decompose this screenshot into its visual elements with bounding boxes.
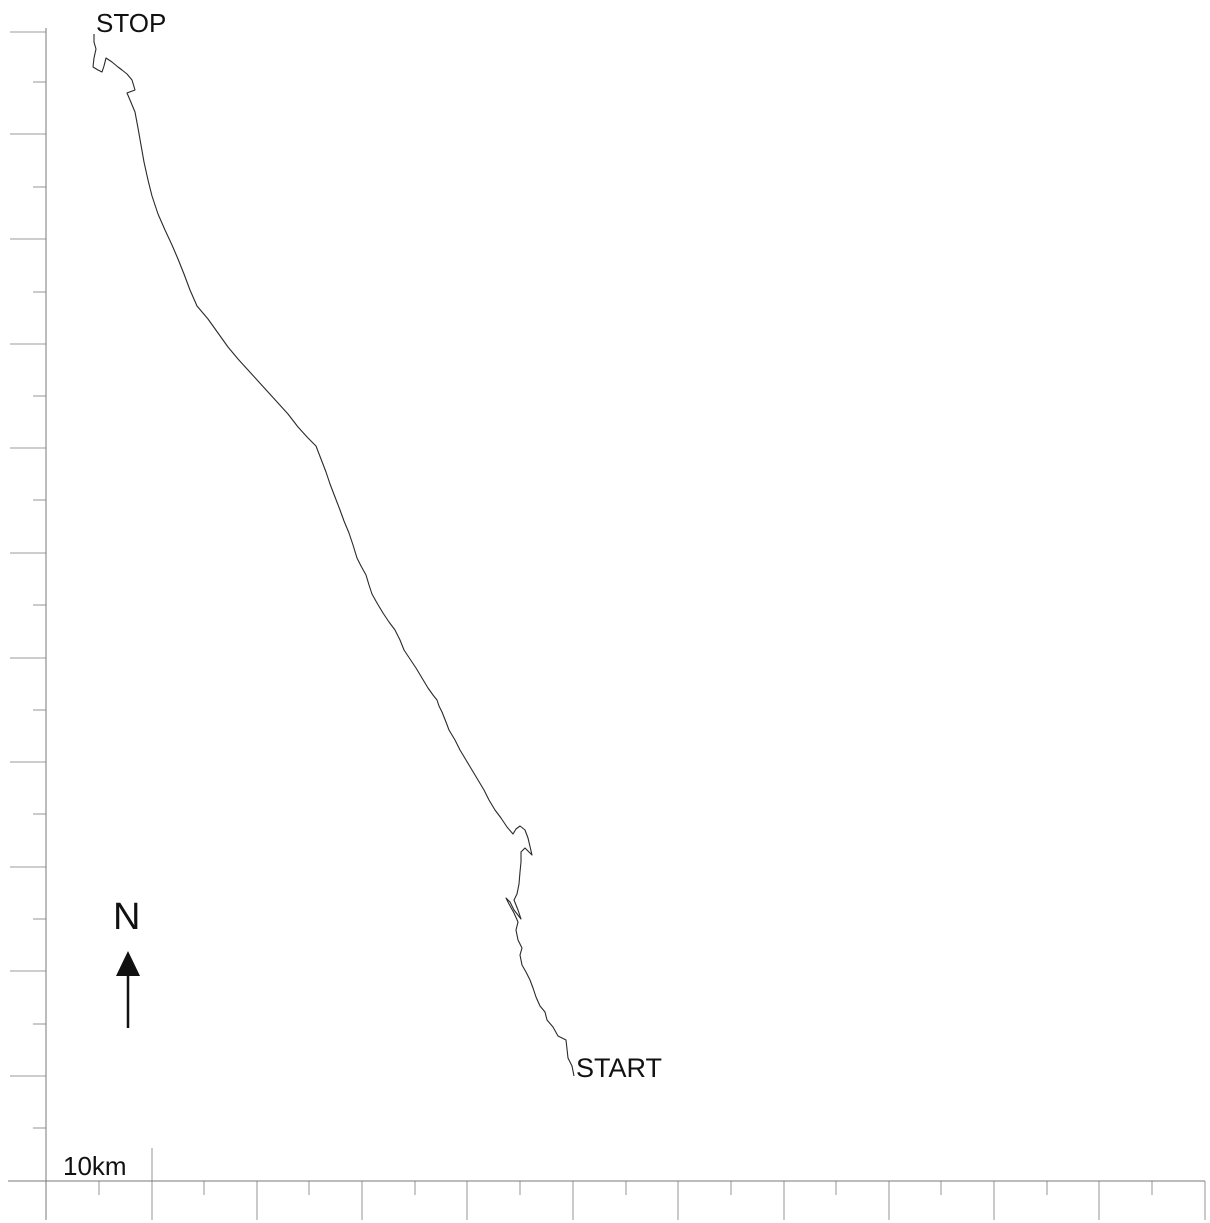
scale-axes bbox=[8, 28, 1206, 1220]
north-label: N bbox=[113, 896, 140, 938]
gps-track bbox=[92, 34, 575, 1077]
scale-label: 10km bbox=[63, 1151, 127, 1181]
start-label: START bbox=[576, 1053, 662, 1083]
stop-label: STOP bbox=[96, 8, 166, 38]
north-arrow-icon bbox=[116, 951, 140, 1028]
